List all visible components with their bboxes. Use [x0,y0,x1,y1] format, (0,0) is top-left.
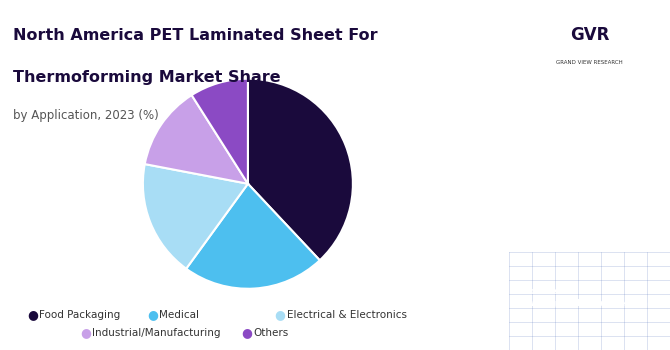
Text: N. America Market Size,
2023: N. America Market Size, 2023 [527,170,652,194]
Text: by Application, 2023 (%): by Application, 2023 (%) [13,108,159,121]
Text: Others: Others [253,328,289,337]
Text: ●: ● [147,308,158,322]
Wedge shape [186,184,320,289]
Wedge shape [145,95,248,184]
Text: ●: ● [241,326,252,339]
Text: Industrial/Manufacturing: Industrial/Manufacturing [92,328,221,337]
Text: North America PET Laminated Sheet For: North America PET Laminated Sheet For [13,28,378,43]
Text: GRAND VIEW RESEARCH: GRAND VIEW RESEARCH [556,61,623,65]
Text: Medical: Medical [159,310,200,320]
Text: $159.1M: $159.1M [536,119,643,140]
Text: Source:
www.grandviewresearch.com: Source: www.grandviewresearch.com [523,287,670,308]
Text: Electrical & Electronics: Electrical & Electronics [287,310,407,320]
Text: Thermoforming Market Share: Thermoforming Market Share [13,70,281,85]
Wedge shape [248,79,353,260]
Text: ●: ● [80,326,91,339]
Text: GVR: GVR [570,26,609,44]
Wedge shape [143,164,248,269]
Wedge shape [192,79,248,184]
Text: ●: ● [275,308,285,322]
Text: Food Packaging: Food Packaging [39,310,120,320]
Text: ●: ● [27,308,38,322]
